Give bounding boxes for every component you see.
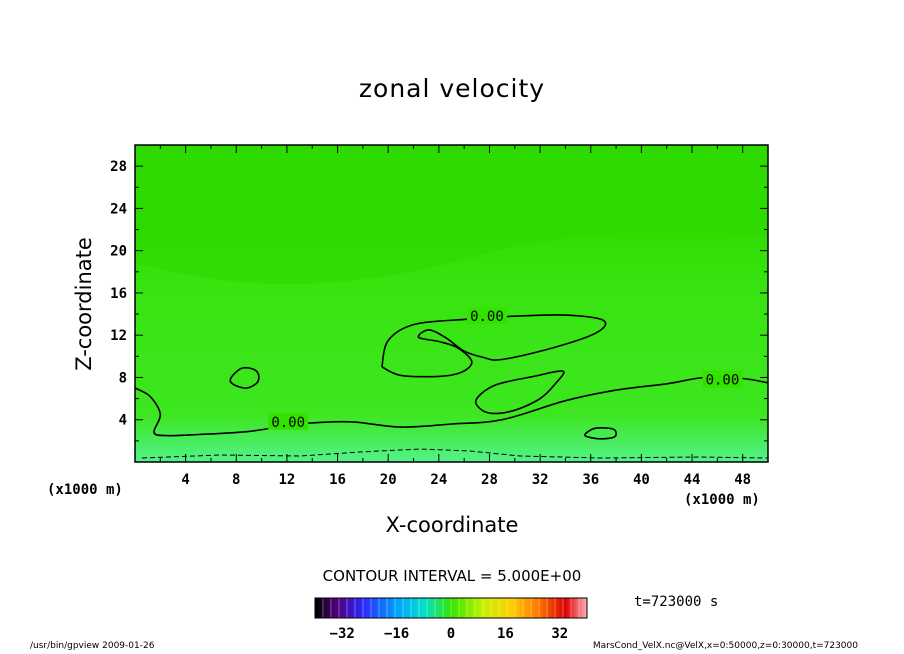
colorbar-tick-label: −32 xyxy=(330,626,355,642)
x-tick-label: 12 xyxy=(278,472,295,488)
colorbar-gradient xyxy=(315,598,587,618)
colorbar: −32 −16 0 16 32 xyxy=(314,597,588,642)
y-tick-label: 4 xyxy=(119,413,127,429)
x-tick-label: 48 xyxy=(734,472,751,488)
contour-lower-zero-line xyxy=(135,376,768,437)
footer-right: MarsCond_VelX.nc@VelX,x=0:50000,z=0:3000… xyxy=(592,641,858,651)
contour-label-bg xyxy=(466,307,507,325)
contour-label-bg xyxy=(268,412,309,430)
contour-label: 0.00 xyxy=(706,373,740,389)
colorbar-ticks: −32 −16 0 16 32 xyxy=(330,626,569,642)
y-tick-label: 12 xyxy=(110,328,127,344)
colorbar-frame xyxy=(314,597,588,619)
colorbar-tick-label: 32 xyxy=(551,626,568,642)
x-tick-label: 4 xyxy=(181,472,189,488)
contour-label: 0.00 xyxy=(470,309,504,325)
contour-lower-loop-x30 xyxy=(474,370,565,415)
x-axis-label: X-coordinate xyxy=(385,513,519,537)
contour-small-loop-x9 xyxy=(229,366,260,389)
x-tick-label: 8 xyxy=(232,472,240,488)
x-tick-label: 16 xyxy=(329,472,346,488)
left-unit-label: (x1000 m) xyxy=(47,482,123,498)
contour-interval-text: CONTOUR INTERVAL = 5.000E+00 xyxy=(322,567,582,585)
y-tick-label: 24 xyxy=(110,201,127,217)
colorbar-stripes xyxy=(322,598,580,618)
dashed-negative-contour xyxy=(141,448,768,459)
colorbar-tick-label: 16 xyxy=(497,626,514,642)
x-tick-label: 32 xyxy=(532,472,549,488)
plot-area: 0.000.000.00 4 8 12 16 20 24 28 32 36 40 44 4848121… xyxy=(110,144,769,488)
contour-label: 0.00 xyxy=(271,415,305,431)
right-unit-label: (x1000 m) xyxy=(684,492,760,508)
contour-small-loop-x36 xyxy=(583,427,617,440)
y-tick-label: 16 xyxy=(110,286,127,302)
y-tick-label: 28 xyxy=(110,159,127,175)
x-tick-label: 20 xyxy=(380,472,397,488)
upper-shading-band xyxy=(135,145,768,284)
axis-ticks xyxy=(135,145,768,462)
x-tick-label: 44 xyxy=(684,472,701,488)
x-tick-label: 40 xyxy=(633,472,650,488)
colorbar-tick-label: 0 xyxy=(447,626,455,642)
y-tick-label: 8 xyxy=(119,370,127,386)
x-tick-label: 36 xyxy=(582,472,599,488)
footer-left: /usr/bin/gpview 2009-01-26 xyxy=(30,641,155,651)
time-label: t=723000 s xyxy=(634,594,719,610)
colorbar-tick-label: −16 xyxy=(384,626,409,642)
y-axis-label: Z-coordinate xyxy=(72,237,96,371)
contour-label-layer: 0.00 0.00 0.00 xyxy=(268,307,743,431)
plot-frame xyxy=(134,144,769,463)
x-tick-label: 28 xyxy=(481,472,498,488)
chart-title: zonal velocity xyxy=(358,74,546,103)
x-tick-label: 24 xyxy=(430,472,447,488)
y-tick-label: 20 xyxy=(110,244,127,260)
contour-label-bg xyxy=(702,370,743,388)
